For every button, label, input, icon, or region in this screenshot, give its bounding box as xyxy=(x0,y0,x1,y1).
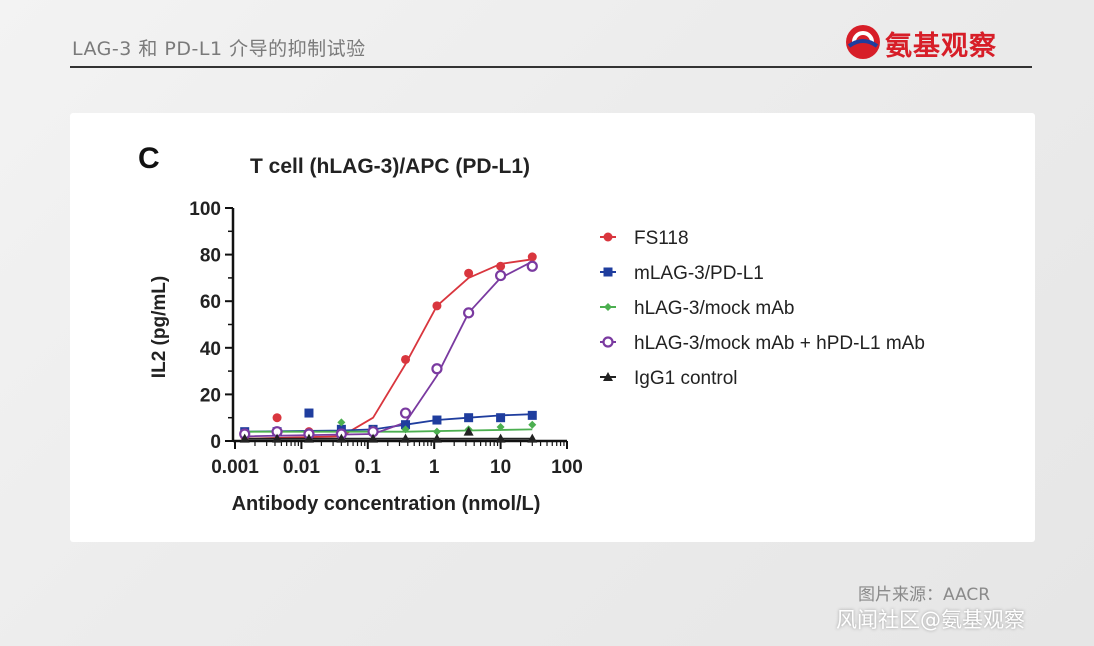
x-tick-label: 100 xyxy=(551,457,583,478)
y-tick-label: 20 xyxy=(200,385,221,406)
watermark: 风闻社区@氨基观察 xyxy=(836,608,1025,632)
data-point-series-3 xyxy=(463,307,475,319)
panel-letter: C xyxy=(138,142,160,175)
axes: 0 20 40 60 80 100 0.001 0.01 0.1 1 10 100 xyxy=(189,199,583,478)
data-point-series-0 xyxy=(272,413,282,423)
y-tick-label: 60 xyxy=(200,292,221,313)
data-point-series-4 xyxy=(400,433,411,443)
legend-label: hLAG-3/mock mAb + hPD-L1 mAb xyxy=(634,333,925,354)
data-point-series-4 xyxy=(239,433,250,443)
legend-label: hLAG-3/mock mAb xyxy=(634,298,795,319)
y-tick-label: 0 xyxy=(210,432,221,453)
data-point-series-3 xyxy=(399,407,412,419)
data-point-series-4 xyxy=(527,433,538,443)
slide-title: LAG-3 和 PD-L1 介导的抑制试验 xyxy=(72,38,366,60)
data-point-series-4 xyxy=(303,433,314,443)
data-point-series-2 xyxy=(496,423,505,432)
chart-title: T cell (hLAG-3)/APC (PD-L1) xyxy=(250,155,530,178)
data-point-series-3 xyxy=(526,260,538,272)
data-point-series-0 xyxy=(527,252,537,262)
legend-marker xyxy=(603,267,613,277)
data-point-series-2 xyxy=(401,425,410,434)
fit-curve-series-0 xyxy=(244,258,533,440)
title-divider xyxy=(70,66,1032,68)
legend-label: FS118 xyxy=(634,228,689,249)
data-point-series-4 xyxy=(431,433,442,443)
data-point-series-4 xyxy=(272,433,283,443)
data-point-series-0 xyxy=(401,354,411,364)
data-point-series-1 xyxy=(304,408,314,418)
y-axis-label: IL2 (pg/mL) xyxy=(149,276,170,378)
x-tick-label: 0.1 xyxy=(355,457,382,478)
data-point-series-4 xyxy=(495,433,506,443)
data-point-series-0 xyxy=(496,261,506,271)
data-point-series-2 xyxy=(337,418,346,427)
y-tick-label: 40 xyxy=(200,339,221,360)
fit-curves xyxy=(244,258,533,440)
x-tick-label: 0.001 xyxy=(211,457,259,478)
data-point-series-1 xyxy=(527,410,537,420)
x-tick-label: 1 xyxy=(429,457,440,478)
logo-icon xyxy=(846,25,880,59)
brand-logo: 氨基观察 xyxy=(843,20,1033,64)
legend-marker xyxy=(603,232,613,242)
data-point-series-4 xyxy=(336,433,347,443)
data-point-series-3 xyxy=(495,269,507,282)
fit-curve-series-3 xyxy=(244,260,533,438)
data-point-series-4 xyxy=(368,433,379,443)
data-point-series-1 xyxy=(464,413,474,423)
x-axis-label: Antibody concentration (nmol/L) xyxy=(232,493,541,515)
data-point-series-1 xyxy=(432,415,442,425)
y-tick-label: 100 xyxy=(189,199,221,220)
data-point-series-1 xyxy=(496,413,506,423)
legend: FS118 mLAG-3/PD-L1 hLAG-3/mock mAb hLAG-3/m… xyxy=(600,228,925,389)
legend-marker xyxy=(603,372,613,381)
data-point-series-3 xyxy=(431,363,443,375)
fit-curve-series-1 xyxy=(244,413,533,433)
data-point-series-4 xyxy=(463,426,474,436)
data-point-series-1 xyxy=(401,420,411,430)
x-tick-label: 0.01 xyxy=(283,457,320,478)
legend-label: IgG1 control xyxy=(634,368,738,389)
y-tick-label: 80 xyxy=(200,246,221,267)
data-point-series-2 xyxy=(432,427,441,436)
legend-marker xyxy=(602,336,614,348)
data-points xyxy=(239,252,538,443)
legend-label: mLAG-3/PD-L1 xyxy=(634,263,764,284)
data-point-series-2 xyxy=(528,420,537,429)
x-tick-label: 10 xyxy=(490,457,511,478)
chart: C T cell (hLAG-3)/APC (PD-L1) Antibody c… xyxy=(138,142,925,515)
chart-panel: C T cell (hLAG-3)/APC (PD-L1) Antibody c… xyxy=(70,113,1035,542)
logo-text: 氨基观察 xyxy=(885,31,997,62)
data-point-series-0 xyxy=(464,268,474,278)
legend-marker xyxy=(604,303,612,311)
image-source: 图片来源：AACR xyxy=(858,585,991,605)
data-point-series-0 xyxy=(432,301,442,311)
